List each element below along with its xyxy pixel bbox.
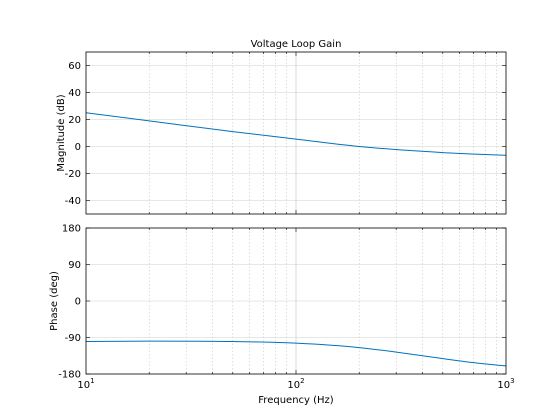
x-tick-label: 103	[497, 377, 514, 391]
y-tick-label: 0	[75, 297, 81, 308]
y-tick-label: 20	[68, 115, 81, 126]
phase-series-line	[85, 340, 507, 367]
x-axis-label: Frequency (Hz)	[258, 395, 334, 406]
y-tick-label: 0	[75, 142, 81, 153]
y-tick-label: -40	[65, 196, 81, 207]
magnitude-series-line	[85, 112, 507, 156]
phase-plot: -180 -90 0 90 180 101 102 103 Phase (deg) Frequ…	[49, 224, 515, 407]
phase-grid	[86, 228, 506, 374]
x-tick-label: 102	[287, 377, 304, 391]
x-tick-label: 101	[77, 377, 94, 391]
y-tick-label: 60	[68, 61, 81, 72]
magnitude-y-axis-label: Magnitude (dB)	[56, 94, 67, 171]
chart-title: Voltage Loop Gain	[251, 39, 342, 50]
y-tick-label: -20	[65, 169, 81, 180]
magnitude-grid	[86, 52, 506, 214]
y-tick-label: 180	[62, 224, 81, 235]
y-tick-label: -90	[65, 333, 81, 344]
phase-ticks: -180 -90 0 90 180 101 102 103	[58, 224, 514, 392]
magnitude-ticks: -40 -20 0 20 40 60	[65, 52, 506, 214]
phase-y-axis-label: Phase (deg)	[49, 271, 60, 331]
y-tick-label: 40	[68, 88, 81, 99]
magnitude-plot: -40 -20 0 20 40 60 Voltage Loop Gain Magnitud…	[56, 39, 507, 215]
y-tick-label: -180	[58, 370, 81, 381]
y-tick-label: 90	[68, 260, 81, 271]
